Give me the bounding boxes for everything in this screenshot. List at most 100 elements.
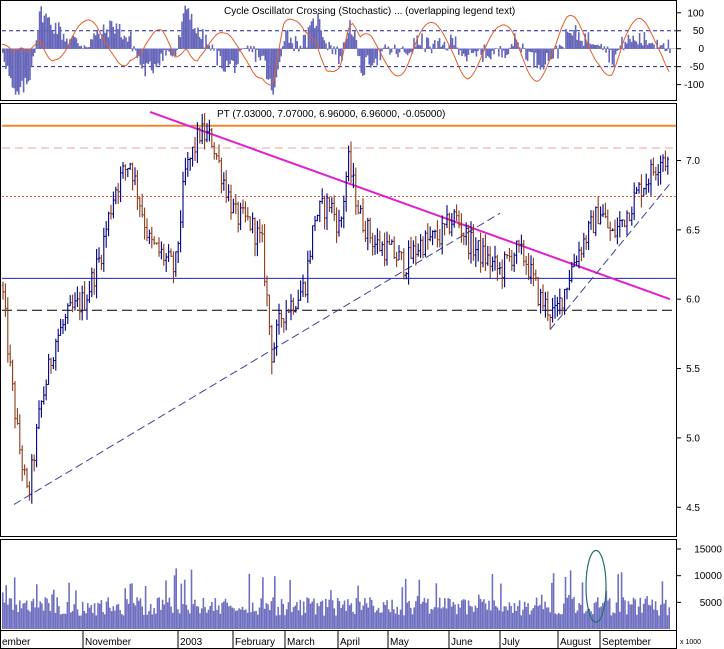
oscillator-histogram-bar bbox=[248, 48, 250, 52]
volume-bar bbox=[194, 599, 196, 629]
volume-bar bbox=[226, 602, 228, 629]
oscillator-histogram-bar bbox=[166, 48, 169, 51]
oscillator-histogram-bar bbox=[560, 45, 562, 49]
oscillator-histogram-bar bbox=[94, 35, 97, 49]
oscillator-histogram-bar bbox=[322, 37, 324, 49]
volume-bar bbox=[223, 601, 225, 629]
volume-bar bbox=[187, 609, 189, 629]
volume-bar bbox=[537, 606, 540, 629]
volume-bar bbox=[75, 590, 77, 629]
price-layer bbox=[1, 110, 676, 505]
oscillator-histogram-bar bbox=[253, 46, 255, 49]
oscillator-histogram-bar bbox=[117, 29, 119, 49]
volume-bar bbox=[352, 611, 354, 629]
volume-bar bbox=[338, 601, 341, 629]
oscillator-histogram-bar bbox=[16, 48, 18, 92]
oscillator-histogram-bar bbox=[328, 41, 330, 49]
oscillator-histogram-bar bbox=[152, 48, 154, 74]
oscillator-histogram-bar bbox=[251, 48, 254, 53]
volume-bar bbox=[620, 572, 623, 629]
volume-bar bbox=[591, 614, 594, 629]
volume-bar bbox=[149, 604, 152, 629]
oscillator-histogram-bar bbox=[541, 48, 543, 67]
volume-bar bbox=[515, 610, 517, 629]
oscillator-histogram-bar bbox=[6, 48, 9, 66]
oscillator-histogram-bar bbox=[304, 34, 306, 49]
volume-bar bbox=[551, 582, 553, 629]
price-tick-label: 4.5 bbox=[686, 503, 700, 514]
oscillator-histogram-bar bbox=[230, 48, 233, 61]
oscillator-histogram-bar bbox=[144, 48, 146, 77]
volume-bar bbox=[275, 615, 278, 629]
volume-bar bbox=[268, 610, 271, 629]
volume-bar bbox=[90, 605, 92, 629]
volume-bar bbox=[649, 605, 652, 629]
oscillator-histogram-bar bbox=[459, 48, 462, 51]
volume-bar bbox=[248, 573, 251, 629]
oscillator-histogram-bar bbox=[184, 5, 186, 49]
oscillator-histogram-bar bbox=[566, 31, 569, 49]
volume-bar bbox=[245, 609, 247, 629]
oscillator-histogram-bar bbox=[168, 48, 170, 52]
oscillator-histogram-bar bbox=[418, 44, 420, 49]
volume-bar bbox=[127, 603, 130, 629]
volume-bar bbox=[457, 603, 460, 629]
oscillator-histogram-bar bbox=[613, 48, 615, 68]
oscillator-histogram-bar bbox=[43, 15, 46, 49]
volume-bar bbox=[663, 603, 665, 629]
volume-bar bbox=[12, 609, 14, 629]
oscillator-histogram-bar bbox=[584, 33, 586, 49]
oscillator-histogram-bar bbox=[469, 48, 471, 50]
oscillator-histogram-bar bbox=[445, 48, 447, 51]
oscillator-histogram-bar bbox=[146, 48, 148, 64]
oscillator-histogram-bar bbox=[381, 48, 383, 52]
volume-bar bbox=[44, 597, 47, 629]
volume-bar bbox=[301, 615, 303, 629]
oscillator-histogram-bar bbox=[282, 46, 284, 49]
volume-bar bbox=[491, 574, 494, 629]
volume-bar bbox=[666, 615, 669, 629]
volume-bar bbox=[134, 605, 137, 629]
volume-bar bbox=[619, 611, 621, 629]
volume-bar bbox=[163, 604, 166, 629]
oscillator-histogram-bar bbox=[474, 48, 476, 52]
oscillator-histogram-bar bbox=[638, 33, 641, 49]
volume-bar bbox=[319, 601, 322, 629]
volume-bar bbox=[474, 605, 477, 629]
oscillator-layer bbox=[1, 5, 676, 95]
volume-bar bbox=[143, 614, 145, 629]
price-tick-label: 6.5 bbox=[686, 225, 700, 236]
volume-bar bbox=[313, 598, 315, 629]
short-uptrend-line bbox=[549, 180, 673, 331]
volume-bar bbox=[151, 614, 154, 629]
volume-bar bbox=[34, 607, 36, 629]
volume-bar bbox=[488, 600, 490, 629]
oscillator-histogram-bar bbox=[389, 48, 391, 55]
oscillator-histogram-bar bbox=[338, 48, 340, 65]
oscillator-histogram-bar bbox=[358, 48, 361, 57]
volume-bar bbox=[588, 608, 591, 629]
volume-bar bbox=[200, 608, 203, 629]
oscillator-histogram-bar bbox=[154, 48, 156, 65]
volume-bar bbox=[255, 610, 257, 629]
volume-bar bbox=[364, 598, 366, 629]
oscillator-histogram-bar bbox=[616, 48, 618, 51]
volume-bar bbox=[435, 583, 438, 629]
volume-bar bbox=[340, 608, 342, 629]
oscillator-histogram-bar bbox=[629, 39, 631, 49]
oscillator-histogram-bar bbox=[667, 39, 670, 49]
oscillator-histogram-bar bbox=[96, 29, 98, 49]
volume-bar bbox=[527, 603, 529, 629]
oscillator-histogram-bar bbox=[3, 48, 6, 62]
downtrend-line bbox=[149, 110, 671, 301]
oscillator-histogram-bar bbox=[171, 48, 174, 57]
volume-bar bbox=[382, 602, 385, 629]
volume-bar bbox=[158, 597, 160, 629]
oscillator-histogram-bar bbox=[98, 33, 100, 49]
x-axis-label: April bbox=[340, 637, 360, 648]
oscillator-histogram-bar bbox=[443, 41, 446, 49]
volume-bar bbox=[372, 605, 375, 629]
volume-bar bbox=[238, 608, 240, 629]
x-axis-label: May bbox=[390, 637, 409, 648]
oscillator-histogram-bar bbox=[195, 33, 198, 49]
